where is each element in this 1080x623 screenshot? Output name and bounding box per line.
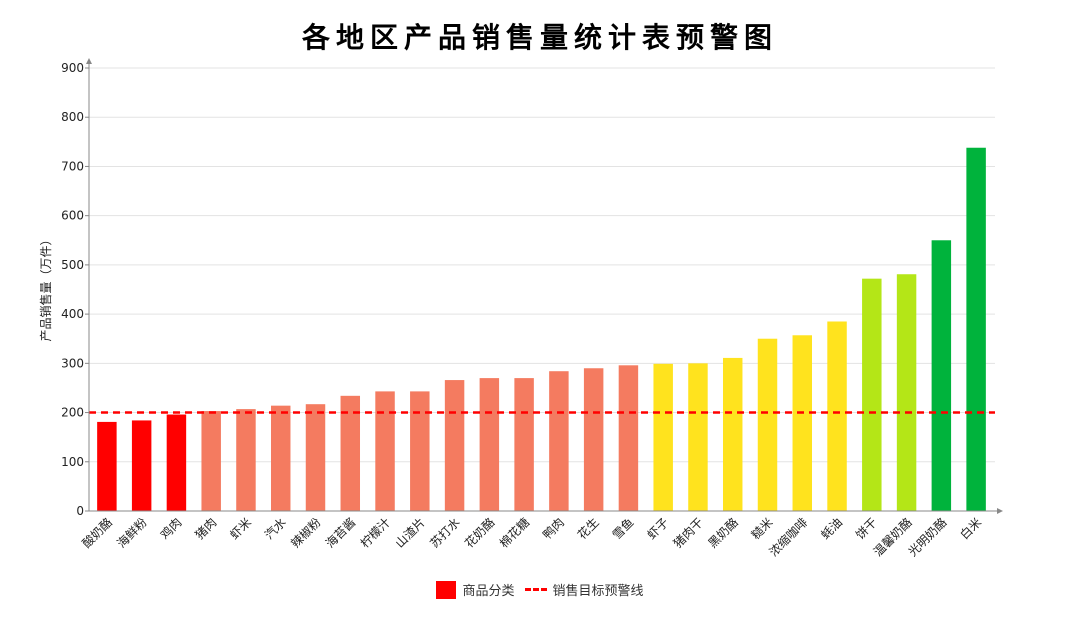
bar[interactable] (757, 338, 778, 511)
bar[interactable] (97, 421, 117, 511)
grid-lines (89, 67, 995, 463)
y-tick-label: 600 (61, 209, 84, 223)
bar[interactable] (236, 409, 256, 511)
bar[interactable] (270, 405, 291, 511)
legend-item-category[interactable]: 商品分类 (436, 580, 515, 599)
bar[interactable] (410, 391, 430, 511)
y-tick-label: 900 (61, 61, 84, 75)
y-axis-title: 产品销售量（万件） (38, 233, 53, 341)
bar[interactable] (444, 380, 465, 511)
y-axis-ticks: 0 100 200 300 400 500 600 700 800 900 (61, 61, 89, 518)
y-tick-label: 400 (61, 307, 84, 321)
legend-bar-swatch-icon (436, 580, 457, 599)
bar[interactable] (131, 420, 152, 511)
y-tick-label: 800 (61, 110, 84, 124)
bar[interactable] (514, 378, 534, 511)
x-axis-arrow-icon (997, 508, 1003, 514)
bar[interactable] (479, 378, 500, 511)
y-tick-label: 500 (61, 258, 84, 272)
bar[interactable] (340, 395, 361, 511)
x-tick-label: 海苔酱 (322, 515, 358, 551)
x-tick-label: 猪肉 (192, 515, 219, 542)
x-tick-label: 酸奶酪 (79, 515, 115, 551)
x-tick-label: 白米 (957, 515, 985, 543)
y-tick-label: 200 (61, 406, 84, 420)
x-axis-labels: 酸奶酪 海鲜粉 鸡肉 猪肉 虾米 汽水 辣椒粉 海苔酱 柠檬汁 山渣片 苏打水 花奶酪 棉花糖 鸭肉 花生雪… (79, 515, 984, 560)
y-tick-label: 700 (61, 159, 84, 173)
legend: 商品分类 销售目标预警线 (0, 580, 1080, 599)
bar[interactable] (305, 404, 326, 511)
x-tick-label: 浓缩咖啡 (766, 515, 811, 560)
x-tick-label: 棉花糖 (496, 515, 532, 551)
bar[interactable] (792, 335, 813, 511)
x-tick-label: 柠檬汁 (357, 515, 393, 551)
bar[interactable] (966, 147, 986, 512)
bar[interactable] (166, 414, 187, 511)
x-tick-label: 蚝油 (818, 515, 845, 542)
x-tick-label: 辣椒粉 (288, 515, 323, 550)
bar[interactable] (201, 411, 221, 511)
x-tick-label: 糙米 (749, 515, 776, 542)
x-tick-label: 花生 (574, 515, 602, 543)
bars (97, 147, 986, 512)
bar[interactable] (827, 321, 847, 511)
x-tick-label: 虾子 (644, 515, 671, 542)
x-tick-label: 光明奶酪 (905, 515, 950, 560)
bar[interactable] (931, 240, 952, 511)
y-axis-arrow-icon (86, 58, 92, 64)
y-tick-label: 100 (61, 455, 84, 469)
bar[interactable] (722, 357, 743, 511)
bar[interactable] (618, 365, 639, 511)
bar[interactable] (688, 363, 708, 511)
x-tick-label: 鸡肉 (157, 515, 185, 543)
x-tick-label: 山渣片 (393, 515, 428, 550)
x-tick-label: 海鲜粉 (114, 515, 150, 551)
legend-label-threshold: 销售目标预警线 (552, 584, 644, 599)
x-tick-label: 鸭肉 (540, 515, 567, 542)
bar[interactable] (653, 363, 673, 511)
bar[interactable] (896, 274, 917, 511)
chart-title: 各地区产品销售量统计表预警图 (301, 21, 778, 54)
legend-dashed-line-icon (524, 588, 547, 591)
legend-item-threshold[interactable]: 销售目标预警线 (524, 580, 644, 599)
bar[interactable] (549, 371, 569, 511)
bar[interactable] (583, 368, 604, 511)
x-tick-label: 花奶酪 (461, 515, 497, 551)
y-tick-label: 300 (61, 356, 84, 370)
bar[interactable] (375, 391, 395, 511)
legend-label-category: 商品分类 (462, 584, 515, 599)
x-tick-label: 黑奶酪 (705, 515, 741, 551)
x-tick-label: 饼干 (853, 515, 880, 542)
x-tick-label: 雪鱼 (610, 515, 637, 542)
bar[interactable] (862, 278, 882, 511)
x-tick-label: 猪肉干 (671, 515, 706, 550)
x-tick-label: 汽水 (261, 515, 289, 543)
y-tick-label: 0 (76, 504, 84, 518)
x-tick-label: 苏打水 (427, 515, 462, 550)
x-tick-label: 虾米 (227, 515, 254, 542)
